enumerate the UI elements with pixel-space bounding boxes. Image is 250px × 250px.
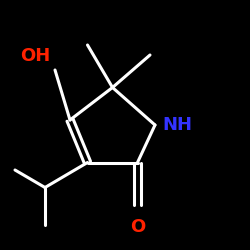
Text: O: O	[130, 218, 145, 236]
Text: NH: NH	[162, 116, 192, 134]
Text: OH: OH	[20, 47, 50, 65]
